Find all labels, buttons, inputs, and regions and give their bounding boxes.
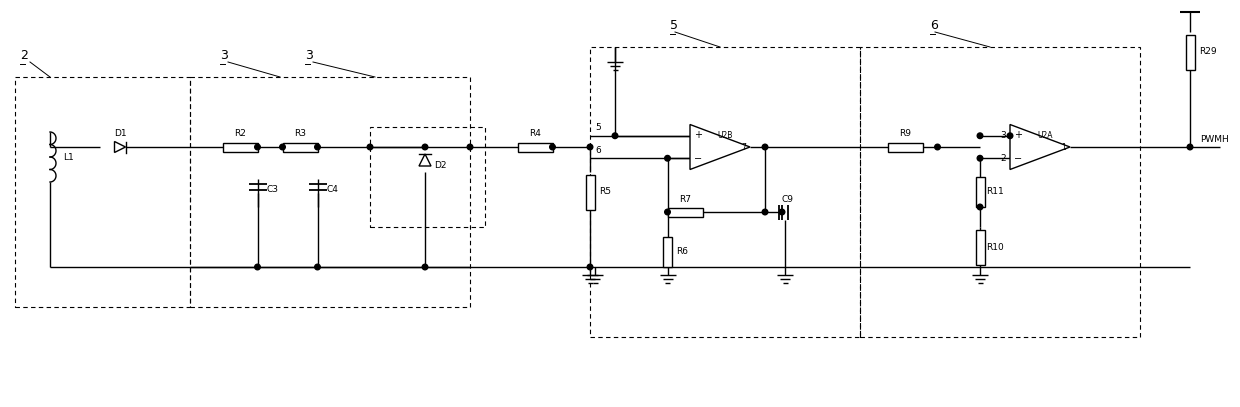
- Bar: [585, 175, 594, 210]
- Circle shape: [254, 264, 260, 270]
- Text: 3: 3: [1001, 131, 1006, 140]
- Bar: [15, 77, 190, 307]
- Circle shape: [315, 144, 320, 150]
- Circle shape: [280, 144, 285, 150]
- Circle shape: [367, 144, 373, 150]
- Text: U2A: U2A: [1037, 131, 1053, 140]
- Bar: [1185, 35, 1194, 70]
- Circle shape: [935, 144, 940, 150]
- Text: 2: 2: [1001, 154, 1006, 163]
- Text: 3: 3: [219, 49, 228, 62]
- Text: −: −: [694, 154, 702, 164]
- Text: 5: 5: [670, 19, 678, 32]
- Circle shape: [588, 144, 593, 150]
- Bar: [370, 127, 485, 227]
- Circle shape: [1007, 133, 1013, 138]
- Bar: [283, 142, 317, 151]
- Text: R29: R29: [1199, 48, 1216, 57]
- Text: 5: 5: [595, 123, 601, 132]
- Polygon shape: [114, 142, 125, 153]
- Circle shape: [665, 209, 671, 215]
- Text: R4: R4: [529, 129, 541, 138]
- Circle shape: [779, 209, 785, 215]
- Text: 6: 6: [595, 146, 601, 155]
- Text: 7: 7: [742, 142, 746, 151]
- Text: 2: 2: [20, 49, 27, 62]
- Text: 3: 3: [305, 49, 312, 62]
- Bar: [663, 237, 672, 267]
- Polygon shape: [689, 125, 750, 169]
- Text: U2B: U2B: [717, 131, 733, 140]
- Text: R9: R9: [899, 129, 911, 138]
- Circle shape: [763, 209, 768, 215]
- Bar: [861, 47, 1140, 337]
- Bar: [667, 208, 703, 217]
- Circle shape: [977, 155, 983, 161]
- Text: R7: R7: [680, 195, 691, 204]
- Text: +: +: [694, 130, 702, 140]
- Circle shape: [1187, 144, 1193, 150]
- Text: C3: C3: [267, 184, 279, 193]
- Circle shape: [467, 144, 472, 150]
- Bar: [976, 177, 985, 207]
- Circle shape: [977, 204, 983, 210]
- Bar: [190, 77, 470, 307]
- Text: R5: R5: [599, 188, 611, 197]
- Text: D2: D2: [434, 160, 446, 169]
- Bar: [888, 142, 923, 151]
- Text: R2: R2: [234, 129, 246, 138]
- Circle shape: [613, 133, 618, 138]
- Circle shape: [588, 264, 593, 270]
- Text: C9: C9: [781, 195, 794, 204]
- Circle shape: [315, 264, 320, 270]
- Text: 1: 1: [1061, 142, 1066, 151]
- Text: +: +: [1014, 130, 1022, 140]
- Circle shape: [549, 144, 556, 150]
- Text: L1: L1: [63, 153, 73, 162]
- Circle shape: [422, 264, 428, 270]
- Circle shape: [763, 144, 768, 150]
- Polygon shape: [419, 154, 432, 166]
- Text: PWMH: PWMH: [1200, 134, 1229, 144]
- Bar: [590, 47, 861, 337]
- Text: R3: R3: [294, 129, 306, 138]
- Text: D1: D1: [114, 129, 126, 138]
- Bar: [222, 142, 258, 151]
- Text: R6: R6: [677, 247, 688, 256]
- Text: R11: R11: [986, 188, 1004, 197]
- Text: R10: R10: [986, 243, 1004, 252]
- Circle shape: [665, 155, 671, 161]
- Bar: [976, 230, 985, 265]
- Polygon shape: [1011, 125, 1070, 169]
- Text: −: −: [1014, 154, 1022, 164]
- Text: 6: 6: [930, 19, 937, 32]
- Text: C4: C4: [326, 184, 339, 193]
- Circle shape: [977, 133, 983, 138]
- Circle shape: [254, 144, 260, 150]
- Circle shape: [422, 144, 428, 150]
- Bar: [517, 142, 553, 151]
